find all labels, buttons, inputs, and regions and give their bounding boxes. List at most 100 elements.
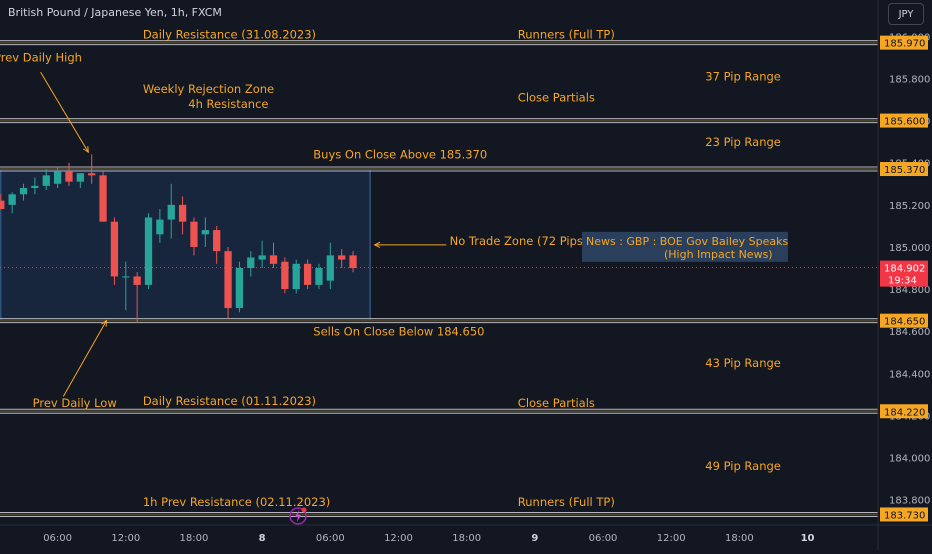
annotation-label: Daily Resistance (31.08.2023) xyxy=(143,27,316,41)
candle-body xyxy=(31,185,39,188)
no-trade-zone-box xyxy=(0,168,371,322)
candle-body xyxy=(269,255,278,264)
current-price-tag xyxy=(880,260,928,287)
level-price-tag xyxy=(880,162,928,177)
annotation-label: No Trade Zone (72 Pips) xyxy=(450,234,588,248)
annotation-arrow-line xyxy=(62,320,107,397)
candle-body xyxy=(247,257,255,269)
news-line-1: News : GBP : BOE Gov Bailey Speaks xyxy=(586,235,789,248)
candle-body xyxy=(144,217,153,285)
annotation-arrow-head xyxy=(373,241,381,248)
level-price-tag xyxy=(880,313,928,328)
lightning-bolt-icon[interactable] xyxy=(289,507,307,525)
candle-body xyxy=(224,251,232,309)
annotation-label: Daily Resistance (01.11.2023) xyxy=(143,394,316,408)
symbol-title: British Pound / Japanese Yen, 1h, FXCM xyxy=(8,6,222,19)
current-price-label: 184.902 xyxy=(884,264,925,275)
level-price-tag-label: 185.970 xyxy=(884,39,925,50)
candle-body xyxy=(213,230,221,252)
candle-body xyxy=(349,255,357,269)
candle-body xyxy=(315,268,323,285)
price-axis-tick: 185.000 xyxy=(889,243,930,254)
level-price-tag xyxy=(880,35,928,50)
candle-countdown: 19:34 xyxy=(888,276,917,287)
time-axis-tick: 06:00 xyxy=(316,533,345,544)
candle-body xyxy=(338,255,346,260)
annotation-label: 43 Pip Range xyxy=(705,356,781,370)
level-price-tag-label: 184.650 xyxy=(884,317,925,328)
time-axis-tick: 10 xyxy=(801,533,815,544)
price-axis-tick: 183.800 xyxy=(889,496,930,507)
price-axis-tick: 185.200 xyxy=(889,201,930,212)
candle-body xyxy=(65,171,73,182)
level-price-tag-label: 184.220 xyxy=(884,407,925,418)
candle-body xyxy=(292,263,300,290)
time-axis-tick: 18:00 xyxy=(180,533,209,544)
candle-body xyxy=(178,204,187,222)
level-price-tag xyxy=(880,113,928,128)
annotation-label: Close Partials xyxy=(518,396,595,410)
candle-body xyxy=(76,173,84,182)
time-axis-tick: 12:00 xyxy=(111,533,140,544)
candle-body xyxy=(110,221,119,277)
candle-body xyxy=(42,175,50,186)
time-axis-tick: 18:00 xyxy=(725,533,754,544)
level-price-tag xyxy=(880,404,928,419)
time-axis-tick: 9 xyxy=(531,533,538,544)
candle-body xyxy=(258,255,266,260)
level-price-tag-label: 185.600 xyxy=(884,117,925,128)
annotation-arrow-head xyxy=(101,319,108,327)
candle-body xyxy=(190,221,198,247)
news-line-2: (High Impact News) xyxy=(664,248,773,261)
candle-body xyxy=(156,219,164,235)
candle-body xyxy=(281,261,289,290)
candle-body xyxy=(122,276,130,278)
level-price-tag xyxy=(880,507,928,522)
news-box xyxy=(581,231,788,262)
annotation-label: 37 Pip Range xyxy=(705,70,781,84)
annotation-label: Prev Daily High xyxy=(0,51,82,65)
candle-body xyxy=(53,171,62,184)
time-axis-tick: 8 xyxy=(259,533,266,544)
candle-body xyxy=(201,230,209,235)
level-price-tag-label: 185.370 xyxy=(884,165,925,176)
annotation-label: Runners (Full TP) xyxy=(518,495,615,509)
candle-body xyxy=(88,173,96,176)
time-axis-tick: 12:00 xyxy=(384,533,413,544)
annotation-label: Prev Daily Low xyxy=(33,396,117,410)
price-axis-tick: 184.800 xyxy=(889,285,930,296)
price-axis-tick: 184.400 xyxy=(889,369,930,380)
price-axis-tick: 184.000 xyxy=(889,454,930,465)
price-axis-tick: 185.800 xyxy=(889,74,930,85)
annotation-label: Runners (Full TP) xyxy=(518,27,615,41)
candle-body xyxy=(8,194,16,205)
currency-button[interactable]: JPY xyxy=(888,3,924,25)
time-axis-tick: 06:00 xyxy=(43,533,72,544)
time-axis-tick: 18:00 xyxy=(452,533,481,544)
annotation-label: 1h Prev Resistance (02.11.2023) xyxy=(143,495,330,509)
annotation-label: 4h Resistance xyxy=(188,97,268,111)
level-price-tag-label: 183.730 xyxy=(884,510,925,521)
candle-body xyxy=(303,263,312,285)
annotation-label: 23 Pip Range xyxy=(705,135,781,149)
candle-body xyxy=(133,276,141,285)
time-axis-tick: 06:00 xyxy=(589,533,618,544)
candle-body xyxy=(19,187,28,195)
candle-body xyxy=(167,204,175,220)
candle-body xyxy=(99,175,107,222)
annotation-label: Buys On Close Above 185.370 xyxy=(313,147,487,161)
annotation-arrow-line xyxy=(40,71,89,153)
annotation-label: Sells On Close Below 184.650 xyxy=(313,324,484,338)
time-axis-tick: 12:00 xyxy=(657,533,686,544)
price-axis-tick: 184.600 xyxy=(889,327,930,338)
annotation-label: Weekly Rejection Zone xyxy=(143,82,274,96)
annotation-label: 49 Pip Range xyxy=(705,459,781,473)
candle-body xyxy=(235,268,244,309)
candle-body xyxy=(0,200,5,210)
annotation-arrow-head xyxy=(83,146,89,154)
annotation-label: Close Partials xyxy=(518,91,595,105)
candle-body xyxy=(326,255,334,281)
